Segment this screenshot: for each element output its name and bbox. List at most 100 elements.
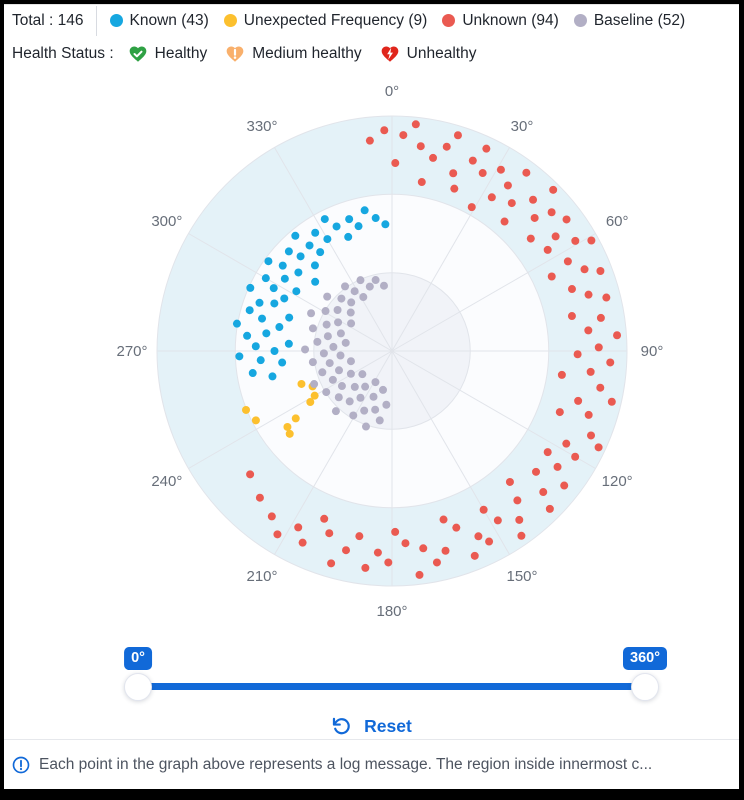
data-point-unknown[interactable]	[580, 265, 589, 274]
data-point-known[interactable]	[261, 274, 270, 283]
data-point-baseline[interactable]	[375, 416, 384, 425]
data-point-known[interactable]	[256, 356, 265, 365]
data-point-unknown[interactable]	[529, 195, 538, 204]
data-point-unknown[interactable]	[517, 531, 526, 540]
data-point-unknown[interactable]	[573, 350, 582, 359]
data-point-unknown[interactable]	[500, 217, 509, 226]
data-point-unknown[interactable]	[530, 213, 539, 222]
data-point-unknown[interactable]	[320, 514, 329, 523]
data-point-unknown[interactable]	[415, 570, 424, 579]
data-point-unknown[interactable]	[545, 504, 554, 513]
data-point-known[interactable]	[311, 228, 320, 237]
data-point-baseline[interactable]	[301, 345, 310, 354]
info-icon[interactable]	[11, 755, 31, 775]
data-point-unknown[interactable]	[273, 530, 282, 539]
data-point-baseline[interactable]	[361, 422, 370, 431]
data-point-unknown[interactable]	[452, 523, 461, 532]
data-point-known[interactable]	[251, 342, 260, 351]
data-point-unknown[interactable]	[325, 529, 334, 538]
data-point-unknown[interactable]	[380, 126, 389, 135]
data-point-baseline[interactable]	[333, 305, 342, 314]
data-point-unknown[interactable]	[441, 546, 450, 555]
data-point-unknown[interactable]	[267, 512, 276, 521]
data-point-unknown[interactable]	[478, 169, 487, 178]
data-point-unknown[interactable]	[584, 326, 593, 335]
data-point-known[interactable]	[316, 248, 325, 257]
data-point-unknown[interactable]	[355, 532, 364, 541]
data-point-baseline[interactable]	[379, 385, 388, 394]
data-point-unknown[interactable]	[474, 532, 483, 541]
data-point-unknown[interactable]	[555, 408, 564, 417]
data-point-baseline[interactable]	[371, 405, 380, 414]
data-point-unknown[interactable]	[547, 272, 556, 281]
data-point-unknown[interactable]	[470, 551, 479, 560]
data-point-unknown[interactable]	[584, 290, 593, 299]
data-point-known[interactable]	[280, 274, 289, 283]
data-point-known[interactable]	[344, 232, 353, 241]
data-point-known[interactable]	[285, 313, 294, 322]
data-point-baseline[interactable]	[328, 375, 337, 384]
data-point-unexpected-frequency[interactable]	[242, 405, 251, 414]
data-point-unknown[interactable]	[503, 181, 512, 190]
data-point-known[interactable]	[320, 215, 329, 224]
data-point-unknown[interactable]	[522, 168, 531, 177]
data-point-unknown[interactable]	[562, 439, 571, 448]
data-point-baseline[interactable]	[371, 276, 380, 285]
data-point-known[interactable]	[268, 372, 277, 381]
data-point-known[interactable]	[292, 287, 301, 296]
data-point-unknown[interactable]	[482, 144, 491, 153]
data-point-known[interactable]	[284, 247, 293, 256]
data-point-unknown[interactable]	[515, 515, 524, 524]
data-point-baseline[interactable]	[345, 397, 354, 406]
data-point-unknown[interactable]	[399, 131, 408, 140]
data-point-unexpected-frequency[interactable]	[285, 429, 294, 438]
data-point-unknown[interactable]	[391, 159, 400, 168]
slider-handle-max[interactable]	[631, 673, 659, 701]
data-point-unknown[interactable]	[587, 431, 596, 440]
data-point-known[interactable]	[310, 261, 319, 270]
data-point-baseline[interactable]	[349, 411, 358, 420]
data-point-unknown[interactable]	[594, 343, 603, 352]
data-point-baseline[interactable]	[335, 366, 344, 375]
data-point-unknown[interactable]	[571, 236, 580, 245]
data-point-baseline[interactable]	[379, 281, 388, 290]
data-point-known[interactable]	[275, 323, 284, 332]
data-point-known[interactable]	[371, 214, 380, 223]
data-point-baseline[interactable]	[347, 319, 356, 328]
data-point-unknown[interactable]	[391, 527, 400, 536]
data-point-unknown[interactable]	[513, 496, 522, 505]
data-point-baseline[interactable]	[346, 308, 355, 317]
data-point-unknown[interactable]	[574, 396, 583, 405]
data-point-baseline[interactable]	[359, 293, 368, 302]
data-point-unknown[interactable]	[549, 185, 558, 194]
data-point-unknown[interactable]	[613, 331, 622, 340]
data-point-baseline[interactable]	[365, 282, 374, 291]
data-point-baseline[interactable]	[322, 388, 331, 397]
data-point-known[interactable]	[235, 352, 244, 361]
data-point-baseline[interactable]	[336, 351, 345, 360]
legend-item-baseline[interactable]: Baseline (52)	[573, 12, 685, 30]
data-point-unexpected-frequency[interactable]	[291, 414, 300, 423]
data-point-unknown[interactable]	[607, 397, 616, 406]
data-point-known[interactable]	[360, 206, 369, 215]
data-point-unknown[interactable]	[246, 470, 255, 479]
slider-handle-min[interactable]	[124, 673, 152, 701]
data-point-unknown[interactable]	[587, 236, 596, 245]
data-point-baseline[interactable]	[371, 378, 380, 387]
data-point-baseline[interactable]	[341, 338, 350, 347]
data-point-unknown[interactable]	[606, 358, 615, 367]
data-point-unknown[interactable]	[255, 493, 264, 502]
data-point-unknown[interactable]	[567, 312, 576, 321]
data-point-unknown[interactable]	[586, 367, 595, 376]
data-point-baseline[interactable]	[334, 318, 343, 327]
slider-track[interactable]	[138, 683, 645, 690]
data-point-baseline[interactable]	[308, 358, 317, 367]
data-point-unknown[interactable]	[496, 165, 505, 174]
data-point-baseline[interactable]	[350, 382, 359, 391]
data-point-unknown[interactable]	[543, 245, 552, 254]
data-point-known[interactable]	[305, 241, 314, 250]
data-point-known[interactable]	[270, 347, 279, 355]
data-point-known[interactable]	[311, 277, 320, 286]
data-point-known[interactable]	[354, 222, 363, 231]
data-point-unknown[interactable]	[373, 548, 382, 557]
